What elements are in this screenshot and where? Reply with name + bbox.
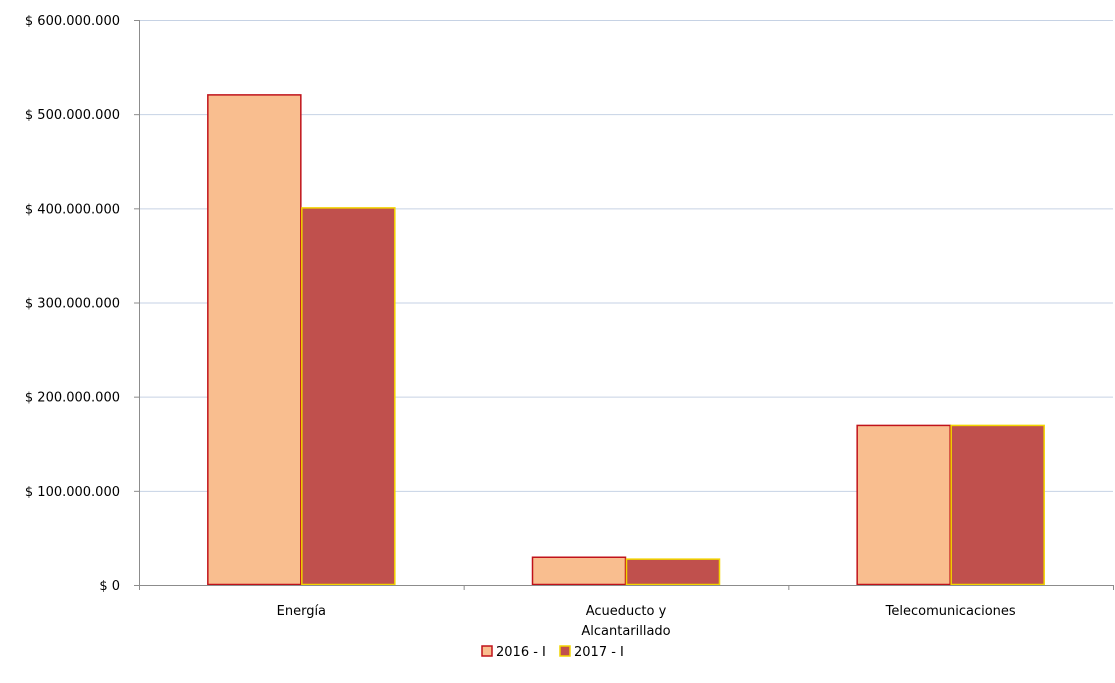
bar-series-1 — [531, 556, 627, 586]
legend-swatch — [481, 645, 493, 657]
bar-series-2 — [625, 558, 721, 586]
x-category-label: Telecomunicaciones — [885, 604, 1016, 619]
y-tick-label: $ 300.000.000 — [25, 297, 120, 312]
x-category-label: Energía — [277, 604, 326, 619]
bar-series-1 — [856, 424, 951, 586]
bar-series-2 — [301, 207, 396, 586]
axes — [134, 20, 1114, 590]
y-tick-label: $ 100.000.000 — [25, 485, 120, 500]
legend-swatch — [559, 645, 571, 657]
x-category-label: Acueducto y — [586, 604, 667, 619]
y-tick-label: $ 500.000.000 — [25, 108, 120, 123]
legend-label: 2016 - I — [496, 645, 546, 660]
y-tick-label: $ 400.000.000 — [25, 202, 120, 217]
bars — [207, 94, 1045, 586]
x-axis-category-labels: Energía Acueducto y Alcantarillado Telecomu… — [277, 604, 1016, 639]
y-tick-label: $ 0 — [99, 579, 120, 594]
legend: 2016 - I 2017 - I — [481, 645, 624, 660]
y-axis-tick-labels: $ 0 $ 100.000.000 $ 200.000.000 $ 300.000.0… — [25, 14, 120, 594]
bar-series-1 — [207, 94, 302, 586]
y-tick-label: $ 600.000.000 — [25, 14, 120, 29]
bar-series-2 — [950, 424, 1045, 586]
legend-label: 2017 - I — [574, 645, 624, 660]
y-tick-label: $ 200.000.000 — [25, 391, 120, 406]
x-category-label: Alcantarillado — [581, 624, 670, 639]
